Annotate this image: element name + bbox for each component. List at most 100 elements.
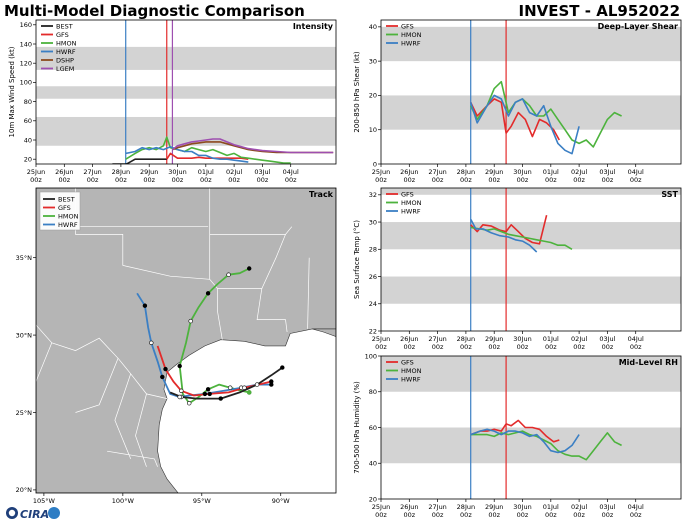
sst-series-hwrf <box>469 218 538 253</box>
rh-ytick-label: 40 <box>369 460 377 468</box>
rh-series-group <box>470 419 622 461</box>
track-marker-best <box>280 365 285 370</box>
intensity-xtick-hour: 00z <box>115 176 127 184</box>
rh-xtick-day: 04Jul <box>628 503 644 511</box>
track-marker-best <box>254 382 260 387</box>
shear-xtick-day: 25Jun <box>372 168 390 176</box>
sst-xtick-hour: 00z <box>545 343 557 351</box>
shear-panel: 01020304025Jun00z26Jun00z27Jun00z28Jun00… <box>353 19 682 184</box>
intensity-xtick-day: 02Jul <box>226 168 242 176</box>
rh-xtick-hour: 00z <box>545 511 557 519</box>
shear-xtick-day: 04Jul <box>628 168 644 176</box>
rh-series-hmon <box>470 430 622 461</box>
intensity-xtick-day: 29Jun <box>140 168 158 176</box>
intensity-legend-label: LGEM <box>56 65 74 73</box>
shear-xtick-hour: 00z <box>403 176 415 184</box>
track-frame <box>35 187 337 494</box>
shear-legend-label: HWRF <box>401 39 421 47</box>
rh-xtick-hour: 00z <box>432 511 444 519</box>
sst-xtick-hour: 00z <box>630 343 642 351</box>
intensity-xtick-hour: 00z <box>143 176 155 184</box>
rh-ytick-label: 60 <box>369 424 377 432</box>
intensity-band-0 <box>36 116 336 146</box>
shear-xtick-day: 28Jun <box>457 168 475 176</box>
border-line-0 <box>75 188 223 340</box>
shear-series-hmon <box>469 80 622 148</box>
intensity-panel: 2040608010012014016025Jun00z26Jun00z27Ju… <box>8 19 337 184</box>
shear-ytick-label: 10 <box>369 126 377 134</box>
track-marker-gfs <box>163 366 168 372</box>
rh-xtick-day: 30Jun <box>513 503 531 511</box>
intensity-xtick-day: 04Jul <box>283 168 299 176</box>
sst-plot-bg <box>381 188 681 331</box>
sst-series-group <box>469 215 573 253</box>
intensity-xtick-hour: 00z <box>285 176 297 184</box>
track-legend-label: GFS <box>58 204 71 212</box>
rh-xtick-hour: 00z <box>517 511 529 519</box>
sst-legend-label: HWRF <box>401 207 421 215</box>
rh-xtick-day: 25Jun <box>372 503 390 511</box>
sst-panel: 22242628303225Jun00z26Jun00z27Jun00z28Ju… <box>353 187 682 351</box>
intensity-ytick-label: 160 <box>20 21 32 29</box>
sst-legend-label: GFS <box>401 190 414 198</box>
track-marker-hmon <box>228 385 233 390</box>
rh-xtick-day: 01Jul <box>543 503 559 511</box>
shear-xtick-hour: 00z <box>573 176 585 184</box>
intensity-series-gfs <box>166 152 249 160</box>
sst-xtick-hour: 00z <box>375 343 387 351</box>
intensity-legend-label: GFS <box>56 31 69 39</box>
border-line-4 <box>307 257 310 329</box>
intensity-xtick-hour: 00z <box>58 176 70 184</box>
shear-xtick-hour: 00z <box>488 176 500 184</box>
intensity-xtick-hour: 00z <box>30 176 42 184</box>
intensity-xtick-day: 26Jun <box>55 168 73 176</box>
rh-xtick-hour: 00z <box>375 511 387 519</box>
intensity-xtick-day: 01Jul <box>198 168 214 176</box>
rh-title: Mid-Level RH <box>619 358 678 367</box>
sst-ylabel: Sea Surface Temp (°C) <box>353 220 361 299</box>
intensity-series-lgem <box>171 138 334 154</box>
rh-xtick-day: 03Jul <box>599 503 615 511</box>
sst-ytick-label: 22 <box>369 327 377 335</box>
track-marker-hmon <box>247 266 252 271</box>
intensity-xtick-day: 27Jun <box>83 168 101 176</box>
track-marker-hmon <box>226 272 231 277</box>
shear-title: Deep-Layer Shear <box>598 22 678 31</box>
sst-band-1 <box>381 222 681 250</box>
track-best <box>169 366 283 400</box>
intensity-legend-label: HMON <box>56 39 77 47</box>
shear-xtick-day: 27Jun <box>428 168 446 176</box>
rh-ytick-label: 20 <box>369 495 377 503</box>
track-lon-label: 90°W <box>272 497 291 505</box>
track-lon-label: 105°W <box>33 497 56 505</box>
track-marker-hmon <box>187 401 192 406</box>
intensity-xtick-hour: 00z <box>172 176 184 184</box>
track-marker-hwrf <box>177 394 182 400</box>
intensity-xtick-day: 25Jun <box>27 168 45 176</box>
logo-text: CIRA <box>20 508 49 521</box>
shear-xtick-hour: 00z <box>630 176 642 184</box>
track-legend-label: BEST <box>58 195 75 203</box>
rh-legend-label: HMON <box>401 367 422 375</box>
shear-xtick-hour: 00z <box>375 176 387 184</box>
sst-xtick-day: 02Jul <box>571 335 587 343</box>
track-lat-label: 20°N <box>16 486 33 494</box>
track-marker-hmon <box>188 318 193 324</box>
sst-series-hmon <box>470 226 573 250</box>
border-line-1 <box>36 324 168 399</box>
intensity-series-hwrf <box>125 145 249 163</box>
storm-title: INVEST - AL952022 <box>518 2 680 20</box>
rh-ytick-label: 80 <box>369 388 377 396</box>
intensity-xtick-day: 28Jun <box>112 168 130 176</box>
intensity-ytick-label: 80 <box>24 98 32 106</box>
rh-xtick-hour: 00z <box>403 511 415 519</box>
track-map-group <box>36 188 336 493</box>
shear-legend-label: GFS <box>401 22 414 30</box>
intensity-legend-label: HWRF <box>56 48 76 56</box>
shear-ytick-label: 30 <box>369 57 377 65</box>
rh-panel: 2040608010025Jun00z26Jun00z27Jun00z28Jun… <box>353 352 682 519</box>
track-marker-hmon-start <box>246 390 252 395</box>
intensity-ylabel: 10m Max Wind Speed (kt) <box>8 46 16 137</box>
